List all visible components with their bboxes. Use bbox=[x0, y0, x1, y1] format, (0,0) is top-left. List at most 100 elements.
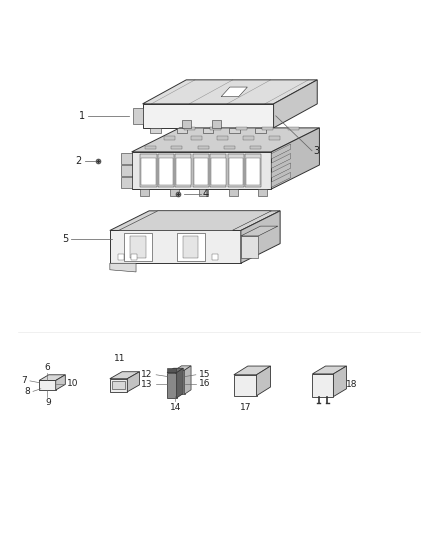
Polygon shape bbox=[194, 158, 208, 184]
Text: 1: 1 bbox=[79, 111, 85, 121]
Polygon shape bbox=[212, 120, 221, 128]
Polygon shape bbox=[183, 236, 198, 258]
Polygon shape bbox=[175, 154, 191, 187]
Polygon shape bbox=[158, 154, 174, 187]
Polygon shape bbox=[229, 189, 237, 196]
Polygon shape bbox=[228, 154, 244, 187]
Polygon shape bbox=[211, 158, 226, 184]
Text: 11: 11 bbox=[114, 353, 125, 362]
Polygon shape bbox=[132, 128, 319, 152]
Polygon shape bbox=[167, 368, 183, 373]
Polygon shape bbox=[241, 226, 278, 236]
Polygon shape bbox=[258, 189, 267, 196]
Polygon shape bbox=[288, 127, 299, 130]
Polygon shape bbox=[131, 236, 146, 258]
Polygon shape bbox=[177, 128, 187, 133]
Text: 5: 5 bbox=[62, 234, 68, 244]
Polygon shape bbox=[234, 366, 271, 375]
Polygon shape bbox=[241, 236, 258, 258]
Polygon shape bbox=[212, 254, 218, 260]
Polygon shape bbox=[141, 158, 155, 184]
Text: 18: 18 bbox=[346, 380, 357, 389]
Polygon shape bbox=[143, 104, 274, 128]
Polygon shape bbox=[176, 158, 191, 184]
Polygon shape bbox=[193, 154, 209, 187]
Polygon shape bbox=[272, 144, 290, 159]
Text: 10: 10 bbox=[67, 379, 78, 388]
Polygon shape bbox=[333, 366, 346, 397]
Text: 14: 14 bbox=[170, 403, 181, 411]
Polygon shape bbox=[141, 154, 156, 187]
Polygon shape bbox=[246, 158, 261, 184]
Polygon shape bbox=[131, 254, 137, 260]
Polygon shape bbox=[255, 128, 266, 133]
Polygon shape bbox=[110, 372, 140, 379]
Polygon shape bbox=[121, 165, 132, 176]
Polygon shape bbox=[132, 152, 272, 189]
Polygon shape bbox=[224, 146, 235, 149]
Polygon shape bbox=[243, 136, 254, 140]
Polygon shape bbox=[159, 158, 173, 184]
Polygon shape bbox=[121, 177, 132, 188]
Polygon shape bbox=[150, 128, 161, 133]
Polygon shape bbox=[124, 233, 152, 261]
Polygon shape bbox=[119, 211, 272, 230]
Polygon shape bbox=[145, 146, 156, 149]
Polygon shape bbox=[170, 189, 179, 196]
Polygon shape bbox=[110, 211, 280, 230]
Text: 3: 3 bbox=[313, 146, 319, 156]
Polygon shape bbox=[199, 189, 208, 196]
Polygon shape bbox=[312, 374, 333, 397]
Polygon shape bbox=[234, 375, 257, 395]
Text: 13: 13 bbox=[141, 380, 152, 389]
Polygon shape bbox=[210, 127, 221, 130]
Polygon shape bbox=[118, 254, 124, 260]
Polygon shape bbox=[272, 128, 319, 189]
Polygon shape bbox=[241, 211, 280, 263]
Polygon shape bbox=[210, 154, 226, 187]
Polygon shape bbox=[272, 172, 290, 187]
Polygon shape bbox=[110, 379, 127, 392]
Polygon shape bbox=[245, 154, 261, 187]
Polygon shape bbox=[198, 146, 208, 149]
Polygon shape bbox=[229, 128, 240, 133]
Polygon shape bbox=[39, 381, 56, 390]
Polygon shape bbox=[110, 263, 136, 272]
Text: 7: 7 bbox=[21, 376, 27, 385]
Polygon shape bbox=[250, 146, 261, 149]
Polygon shape bbox=[217, 136, 228, 140]
Text: 9: 9 bbox=[46, 398, 51, 407]
Text: 8: 8 bbox=[24, 387, 30, 396]
Polygon shape bbox=[272, 154, 290, 168]
Text: 15: 15 bbox=[199, 370, 211, 379]
Polygon shape bbox=[171, 146, 182, 149]
Polygon shape bbox=[262, 127, 273, 130]
Polygon shape bbox=[257, 366, 271, 395]
Text: 4: 4 bbox=[202, 189, 208, 199]
Polygon shape bbox=[229, 158, 243, 184]
Polygon shape bbox=[177, 368, 183, 398]
Polygon shape bbox=[191, 136, 201, 140]
Polygon shape bbox=[184, 127, 194, 130]
Polygon shape bbox=[274, 80, 317, 128]
Text: 2: 2 bbox=[75, 156, 81, 166]
Text: 6: 6 bbox=[45, 363, 50, 372]
Polygon shape bbox=[312, 366, 346, 374]
Polygon shape bbox=[143, 80, 317, 104]
Polygon shape bbox=[184, 366, 191, 394]
Polygon shape bbox=[221, 87, 247, 96]
Polygon shape bbox=[39, 375, 65, 381]
Text: 12: 12 bbox=[141, 370, 152, 379]
Polygon shape bbox=[203, 128, 213, 133]
Polygon shape bbox=[272, 163, 290, 178]
Polygon shape bbox=[164, 136, 175, 140]
Polygon shape bbox=[175, 370, 184, 394]
Polygon shape bbox=[182, 120, 191, 128]
Polygon shape bbox=[236, 127, 247, 130]
Polygon shape bbox=[177, 233, 205, 261]
Polygon shape bbox=[127, 372, 140, 392]
Polygon shape bbox=[141, 189, 149, 196]
Polygon shape bbox=[121, 153, 132, 164]
Polygon shape bbox=[167, 368, 176, 372]
Polygon shape bbox=[269, 136, 280, 140]
